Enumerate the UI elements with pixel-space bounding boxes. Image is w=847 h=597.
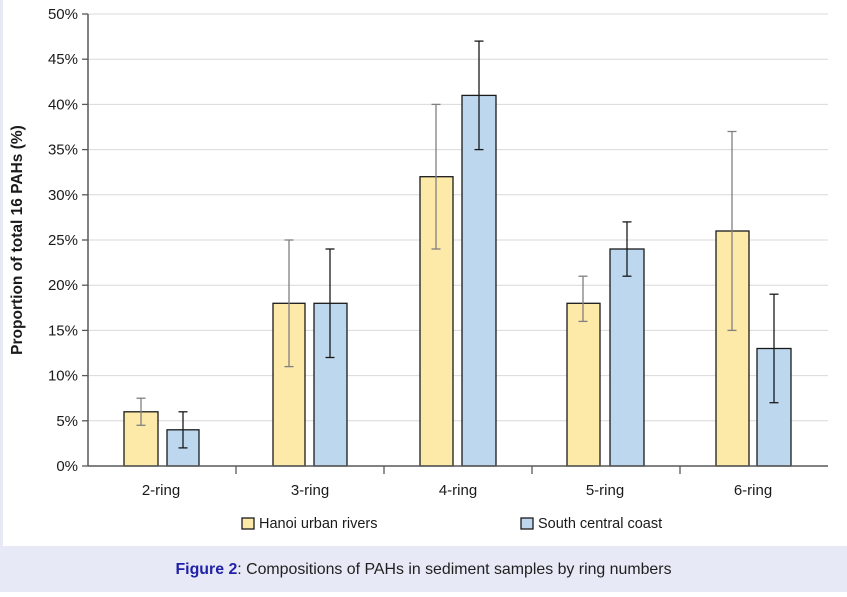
- svg-text:40%: 40%: [48, 96, 78, 113]
- svg-text:5-ring: 5-ring: [586, 482, 624, 499]
- svg-text:2-ring: 2-ring: [142, 482, 180, 499]
- svg-text:Hanoi urban rivers: Hanoi urban rivers: [259, 516, 377, 532]
- svg-text:25%: 25%: [48, 232, 78, 249]
- svg-text:20%: 20%: [48, 277, 78, 294]
- svg-text:35%: 35%: [48, 142, 78, 159]
- svg-text:Proportion of total 16 PAHs (%: Proportion of total 16 PAHs (%): [9, 125, 26, 355]
- svg-text:5%: 5%: [56, 413, 78, 430]
- svg-text:4-ring: 4-ring: [439, 482, 477, 499]
- svg-text:South central coast: South central coast: [538, 516, 662, 532]
- svg-text:45%: 45%: [48, 51, 78, 68]
- svg-text:30%: 30%: [48, 187, 78, 204]
- svg-text:15%: 15%: [48, 322, 78, 339]
- svg-text:10%: 10%: [48, 368, 78, 385]
- svg-text:0%: 0%: [56, 458, 78, 475]
- svg-text:3-ring: 3-ring: [291, 482, 329, 499]
- svg-text:6-ring: 6-ring: [734, 482, 772, 499]
- svg-text:50%: 50%: [48, 6, 78, 23]
